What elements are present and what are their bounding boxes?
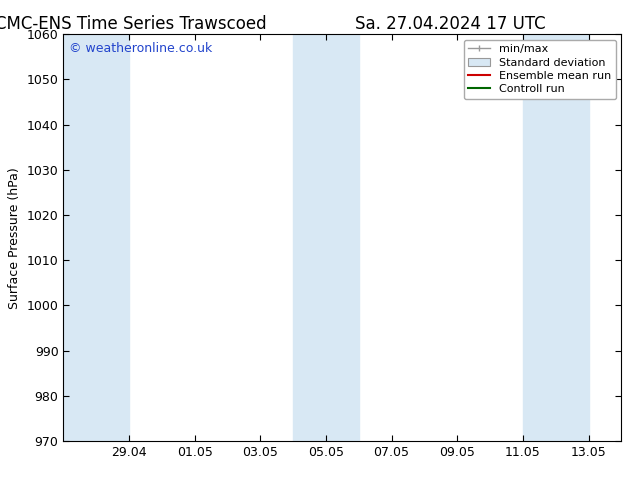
Bar: [63, 34, 129, 441]
Bar: [293, 34, 359, 441]
Text: © weatheronline.co.uk: © weatheronline.co.uk: [69, 43, 212, 55]
Text: Sa. 27.04.2024 17 UTC: Sa. 27.04.2024 17 UTC: [355, 15, 546, 33]
Bar: [523, 34, 588, 441]
Y-axis label: Surface Pressure (hPa): Surface Pressure (hPa): [8, 167, 21, 309]
Text: CMC-ENS Time Series Trawscoed: CMC-ENS Time Series Trawscoed: [0, 15, 266, 33]
Legend: min/max, Standard deviation, Ensemble mean run, Controll run: min/max, Standard deviation, Ensemble me…: [463, 40, 616, 99]
